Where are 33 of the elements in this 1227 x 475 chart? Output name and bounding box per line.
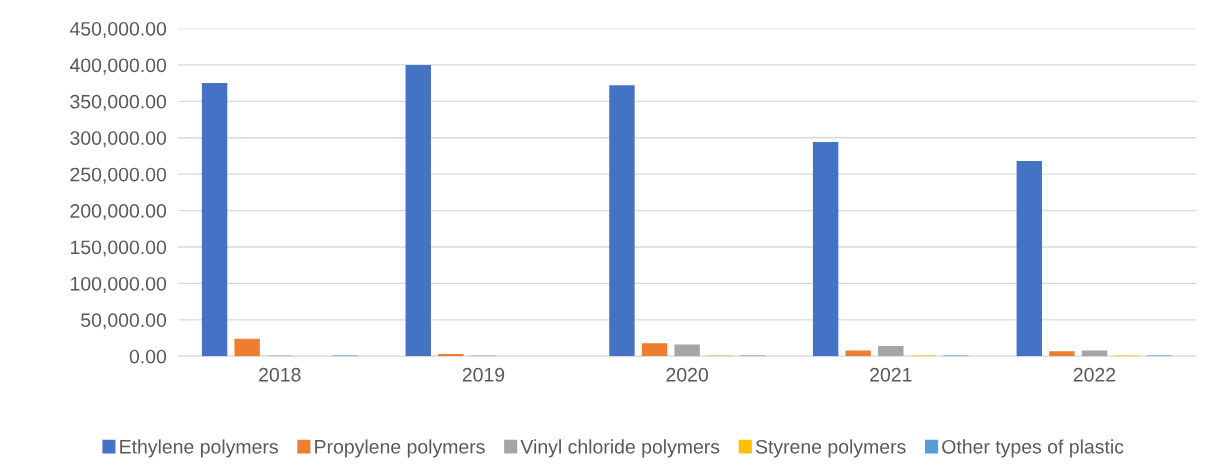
bar xyxy=(878,346,904,357)
bar xyxy=(1049,351,1075,357)
bar xyxy=(609,85,635,357)
bar xyxy=(845,350,871,357)
bar xyxy=(201,83,228,357)
y-tick-label: 400,000.00 xyxy=(69,58,167,75)
x-tick-label: 2020 xyxy=(666,367,708,382)
x-tick-label: 2022 xyxy=(1073,367,1116,382)
x-tick-label: 2021 xyxy=(870,367,912,382)
bar xyxy=(1016,161,1043,357)
bar xyxy=(405,64,431,357)
bar xyxy=(812,142,839,357)
bar xyxy=(438,354,464,357)
y-tick-label: 150,000.00 xyxy=(70,240,167,257)
bar xyxy=(674,344,700,357)
bar xyxy=(234,338,260,357)
y-tick-label: 350,000.00 xyxy=(70,94,167,111)
y-tick-label: 50,000.00 xyxy=(81,313,167,330)
y-tick-label: 200,000.00 xyxy=(70,204,167,221)
bar xyxy=(1081,350,1108,357)
legend-label: Ethylene polymers xyxy=(120,439,278,458)
y-tick-label: 450,000.00 xyxy=(69,21,167,39)
y-tick-label: 250,000.00 xyxy=(70,167,167,184)
legend-label: Vinyl chloride polymers xyxy=(520,439,720,458)
y-tick-label: 100,000.00 xyxy=(70,276,167,293)
legend-label: Propylene polymers xyxy=(315,439,485,458)
x-tick-label: 2019 xyxy=(462,367,505,382)
y-tick-label: 300,000.00 xyxy=(70,131,167,148)
x-tick-label: 2018 xyxy=(259,367,301,382)
legend-label: Other types of plastic xyxy=(942,439,1124,458)
legend-label: Styrene polymers xyxy=(755,439,906,458)
bar xyxy=(641,343,668,357)
y-tick-label: 0.00 xyxy=(129,349,167,364)
